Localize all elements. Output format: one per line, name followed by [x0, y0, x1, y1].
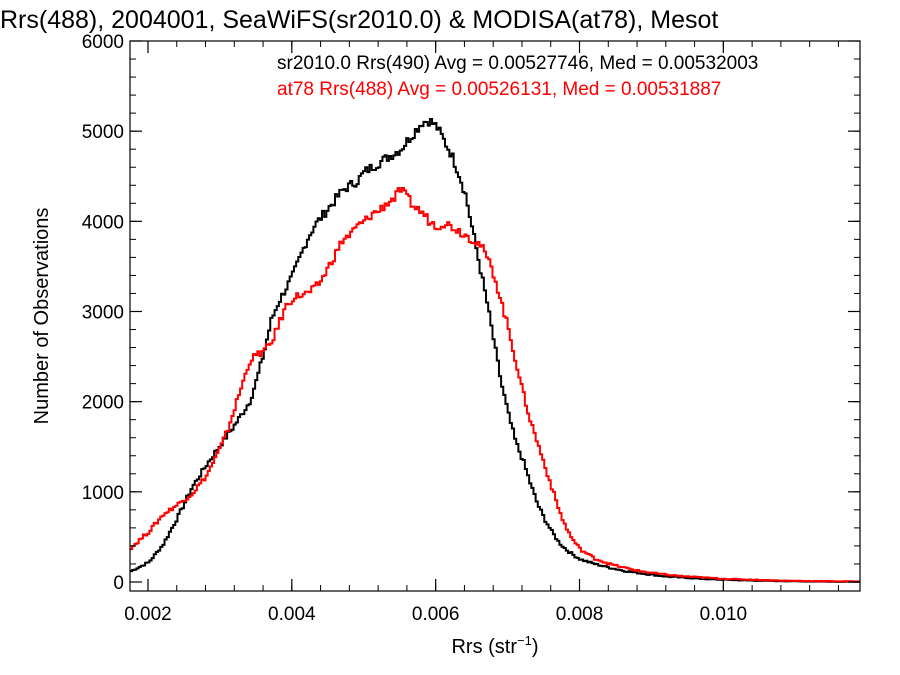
series-layer	[130, 117, 860, 583]
y-tick-label: 3000	[82, 302, 124, 323]
x-tick-label: 0.006	[412, 604, 460, 625]
legend: sr2010.0 Rrs(490) Avg = 0.00527746, Med …	[277, 53, 758, 100]
series-line-1	[130, 187, 860, 583]
x-tick-label: 0.008	[556, 604, 604, 625]
x-tick-label: 0.010	[700, 604, 748, 625]
x-tick-label: 0.004	[268, 604, 316, 625]
x-axis-label: Rrs (str−1)	[451, 633, 538, 658]
x-axis-label-sup: −1	[517, 633, 532, 648]
y-tick-label: 0	[113, 573, 124, 594]
y-tick-label: 6000	[82, 32, 124, 53]
x-axis-ticks: 0.002 0.004 0.006 0.008 0.010	[124, 41, 839, 625]
y-tick-label: 5000	[82, 122, 124, 143]
series-line-0	[130, 117, 860, 583]
y-axis-label: Number of Observations	[31, 208, 53, 425]
x-axis-label-suffix: )	[532, 636, 539, 658]
y-axis-ticks: 0 1000 2000 3000 4000 5000 6000	[82, 32, 860, 594]
plot-frame	[129, 40, 861, 592]
y-tick-label: 4000	[82, 212, 124, 233]
x-axis-label-prefix: Rrs (str	[451, 636, 517, 658]
chart-title: Rrs(488), 2004001, SeaWiFS(sr2010.0) & M…	[0, 6, 718, 34]
legend-entry-sr2010: sr2010.0 Rrs(490) Avg = 0.00527746, Med …	[277, 53, 758, 74]
x-tick-label: 0.002	[124, 604, 172, 625]
y-tick-label: 2000	[82, 393, 124, 414]
legend-entry-at78: at78 Rrs(488) Avg = 0.00526131, Med = 0.…	[277, 79, 721, 100]
y-tick-label: 1000	[82, 483, 124, 504]
